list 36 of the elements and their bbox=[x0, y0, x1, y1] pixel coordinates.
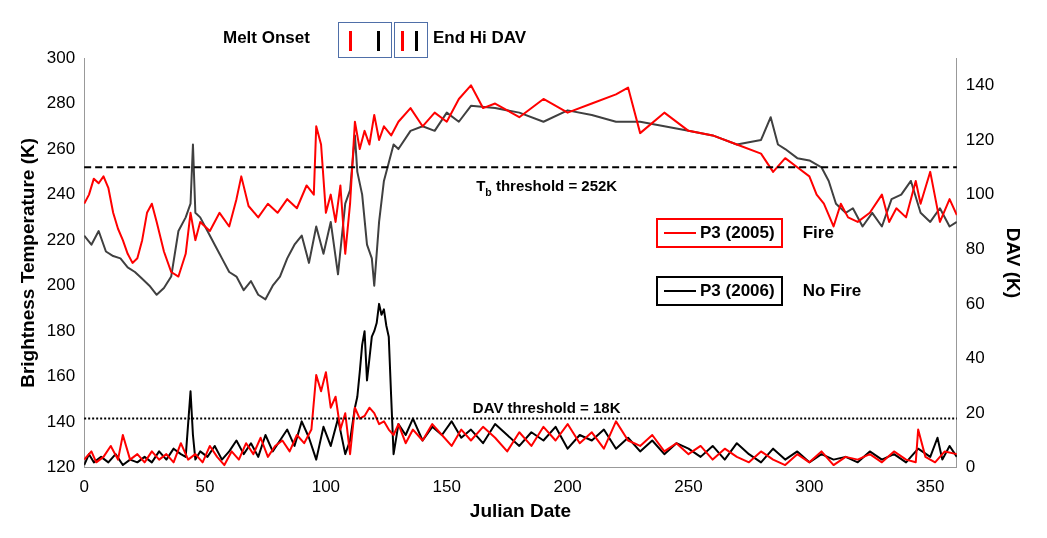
y-tick-label: 260 bbox=[46, 138, 76, 158]
y2-tick-label: 100 bbox=[965, 184, 995, 204]
y2-tick-label: 20 bbox=[965, 402, 985, 422]
y-tick-label: 300 bbox=[46, 47, 76, 67]
x-tick-label: 250 bbox=[674, 476, 703, 496]
x-tick-label: 100 bbox=[311, 476, 341, 496]
y-tick-label: 180 bbox=[46, 320, 76, 340]
y-tick-label: 240 bbox=[46, 184, 76, 204]
y2-tick-label: 120 bbox=[965, 129, 995, 149]
y-tick-label: 200 bbox=[46, 275, 76, 295]
x-tick-label: 150 bbox=[432, 476, 461, 496]
annotation: No Fire bbox=[802, 281, 862, 301]
x-tick-label: 350 bbox=[916, 476, 945, 496]
y2-tick-label: 0 bbox=[965, 457, 976, 477]
y2-tick-label: 40 bbox=[965, 348, 985, 368]
y-tick-label: 120 bbox=[46, 457, 76, 477]
y-tick-label: 280 bbox=[46, 93, 76, 113]
y2-tick-label: 80 bbox=[965, 238, 985, 258]
x-tick-label: 200 bbox=[553, 476, 582, 496]
y-axis-title: Brightness Temperature (K) bbox=[16, 137, 38, 388]
legend-label: P3 (2005) bbox=[700, 223, 775, 243]
y-tick-label: 140 bbox=[46, 411, 76, 431]
y2-tick-label: 140 bbox=[965, 75, 995, 95]
legend-label: P3 (2006) bbox=[700, 281, 775, 301]
x-tick-label: 300 bbox=[795, 476, 824, 496]
y-tick-label: 160 bbox=[46, 366, 76, 386]
y-tick-label: 220 bbox=[46, 229, 76, 249]
x-axis-title: Julian Date bbox=[469, 499, 572, 521]
text: Melt Onset bbox=[223, 28, 310, 48]
ref-line-label: DAV threshold = 18K bbox=[472, 398, 621, 416]
x-tick-label: 50 bbox=[195, 476, 215, 496]
x-tick-label: 0 bbox=[79, 476, 89, 496]
y2-axis-title: DAV (K) bbox=[1003, 227, 1025, 299]
annotation: Fire bbox=[802, 223, 834, 243]
text: End Hi DAV bbox=[433, 28, 527, 48]
y2-tick-label: 60 bbox=[965, 293, 985, 313]
